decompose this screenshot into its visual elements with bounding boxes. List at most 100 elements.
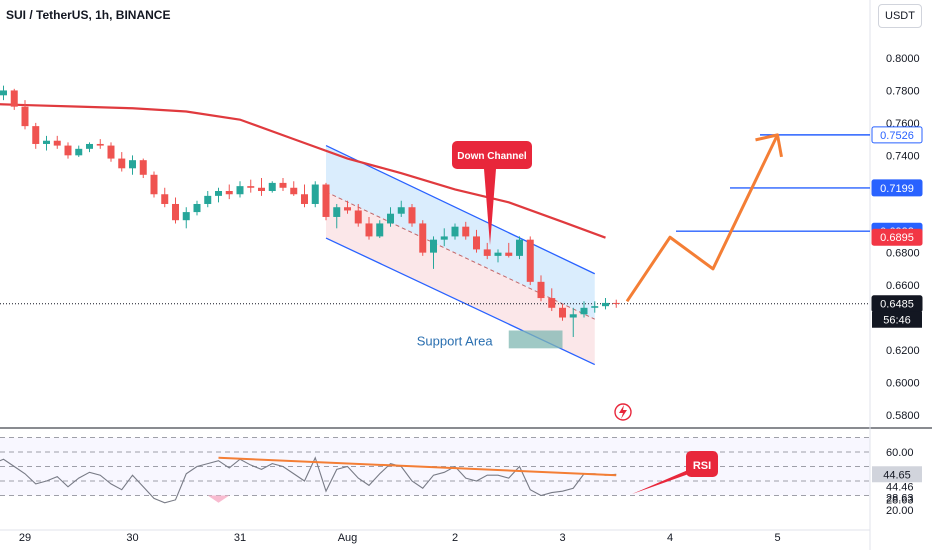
rsi-value-box xyxy=(872,466,922,483)
candle-body xyxy=(559,307,566,318)
candle-body xyxy=(193,203,201,213)
candle-body xyxy=(419,223,427,253)
candle-body xyxy=(602,302,609,307)
candle xyxy=(21,100,29,130)
candle-body xyxy=(258,187,265,192)
candle xyxy=(301,184,308,208)
candle-body xyxy=(494,252,502,256)
price-tick-label: 0.5800 xyxy=(886,410,920,422)
candle-body xyxy=(150,174,158,195)
price-tick-label: 0.6000 xyxy=(886,377,920,389)
countdown-box xyxy=(872,311,922,328)
candle xyxy=(580,301,588,318)
candle xyxy=(43,135,50,151)
candle-body xyxy=(268,182,276,192)
price-label-box xyxy=(871,126,923,144)
candle-body xyxy=(408,207,416,224)
candle-body xyxy=(43,140,50,144)
candle xyxy=(612,299,620,308)
candle xyxy=(290,181,298,196)
candle xyxy=(473,229,480,253)
candle xyxy=(462,221,470,240)
candle-body xyxy=(139,160,147,175)
candle xyxy=(387,207,394,227)
candle-body xyxy=(333,207,341,217)
candle-body xyxy=(311,184,319,204)
down-channel-callout xyxy=(452,141,532,169)
candle-body xyxy=(75,148,83,156)
candle xyxy=(408,203,416,227)
candle xyxy=(526,236,534,286)
candle xyxy=(322,182,330,221)
price-label-text: 0.6895 xyxy=(880,232,914,244)
candle-body xyxy=(591,306,599,308)
candle-body xyxy=(537,281,545,299)
candle xyxy=(161,187,169,208)
candle-body xyxy=(96,143,104,146)
price-tick-label: 0.8000 xyxy=(886,53,920,65)
candle xyxy=(344,200,351,214)
candle-body xyxy=(53,140,61,146)
candle-body xyxy=(172,203,179,221)
candle-body xyxy=(344,207,351,211)
price-tick-label: 0.6800 xyxy=(886,248,920,260)
candle xyxy=(591,301,599,313)
lightning-circle xyxy=(614,403,632,421)
candle xyxy=(559,304,566,321)
candle xyxy=(397,200,405,217)
currency-button[interactable]: USDT xyxy=(878,4,922,28)
candle xyxy=(236,181,244,198)
rsi-value-label: 44.65 xyxy=(883,469,911,481)
candle-body xyxy=(204,195,212,204)
price-label-text: 0.7526 xyxy=(880,130,914,142)
price-label-box xyxy=(871,179,923,197)
candle-body xyxy=(182,212,190,221)
candle-body xyxy=(21,106,29,127)
candle xyxy=(268,181,276,193)
candle xyxy=(10,88,18,110)
candle-body xyxy=(516,239,523,256)
candle xyxy=(150,171,158,198)
candle xyxy=(107,142,115,162)
time-tick-label: 29 xyxy=(19,532,31,544)
lightning-icon xyxy=(614,403,632,421)
candle-body xyxy=(505,252,513,256)
candle xyxy=(75,145,83,157)
projection-arrowhead xyxy=(755,133,783,158)
candle xyxy=(139,158,147,179)
rsi-tick-label: 28.63 xyxy=(886,492,914,504)
candle-body xyxy=(86,143,93,149)
candle xyxy=(32,122,40,149)
candle xyxy=(86,142,93,153)
price-label-text: 0.6485 xyxy=(880,299,914,311)
candle xyxy=(483,242,491,260)
candle-body xyxy=(322,184,330,217)
support-area-label: Support Area xyxy=(417,333,494,348)
candle-body xyxy=(580,307,588,315)
candle-body xyxy=(247,186,255,188)
candle xyxy=(0,85,7,101)
candle xyxy=(602,298,609,310)
candles xyxy=(0,85,620,337)
candle-body xyxy=(376,223,384,237)
candle-body xyxy=(483,249,491,256)
price-label: 0.7199 xyxy=(871,179,923,197)
price-tick-label: 0.6600 xyxy=(886,280,920,292)
rsi-trendline xyxy=(218,456,617,477)
candle-body xyxy=(301,194,308,204)
time-tick-label: 3 xyxy=(559,532,565,544)
candle xyxy=(451,223,459,240)
candle xyxy=(118,152,126,172)
candle-body xyxy=(279,182,287,188)
candle-body xyxy=(430,239,437,253)
rsi-value-label: 28.63 xyxy=(886,494,914,506)
candle-body xyxy=(10,90,18,107)
candle-body xyxy=(354,210,362,224)
price-tick-label: 0.7800 xyxy=(886,85,920,97)
time-axis: 29 30 31 Aug 2 3 4 5 xyxy=(19,532,781,544)
candle-body xyxy=(365,223,373,237)
channel-mid-line xyxy=(325,191,595,320)
candle xyxy=(64,142,72,159)
candle xyxy=(182,207,190,229)
